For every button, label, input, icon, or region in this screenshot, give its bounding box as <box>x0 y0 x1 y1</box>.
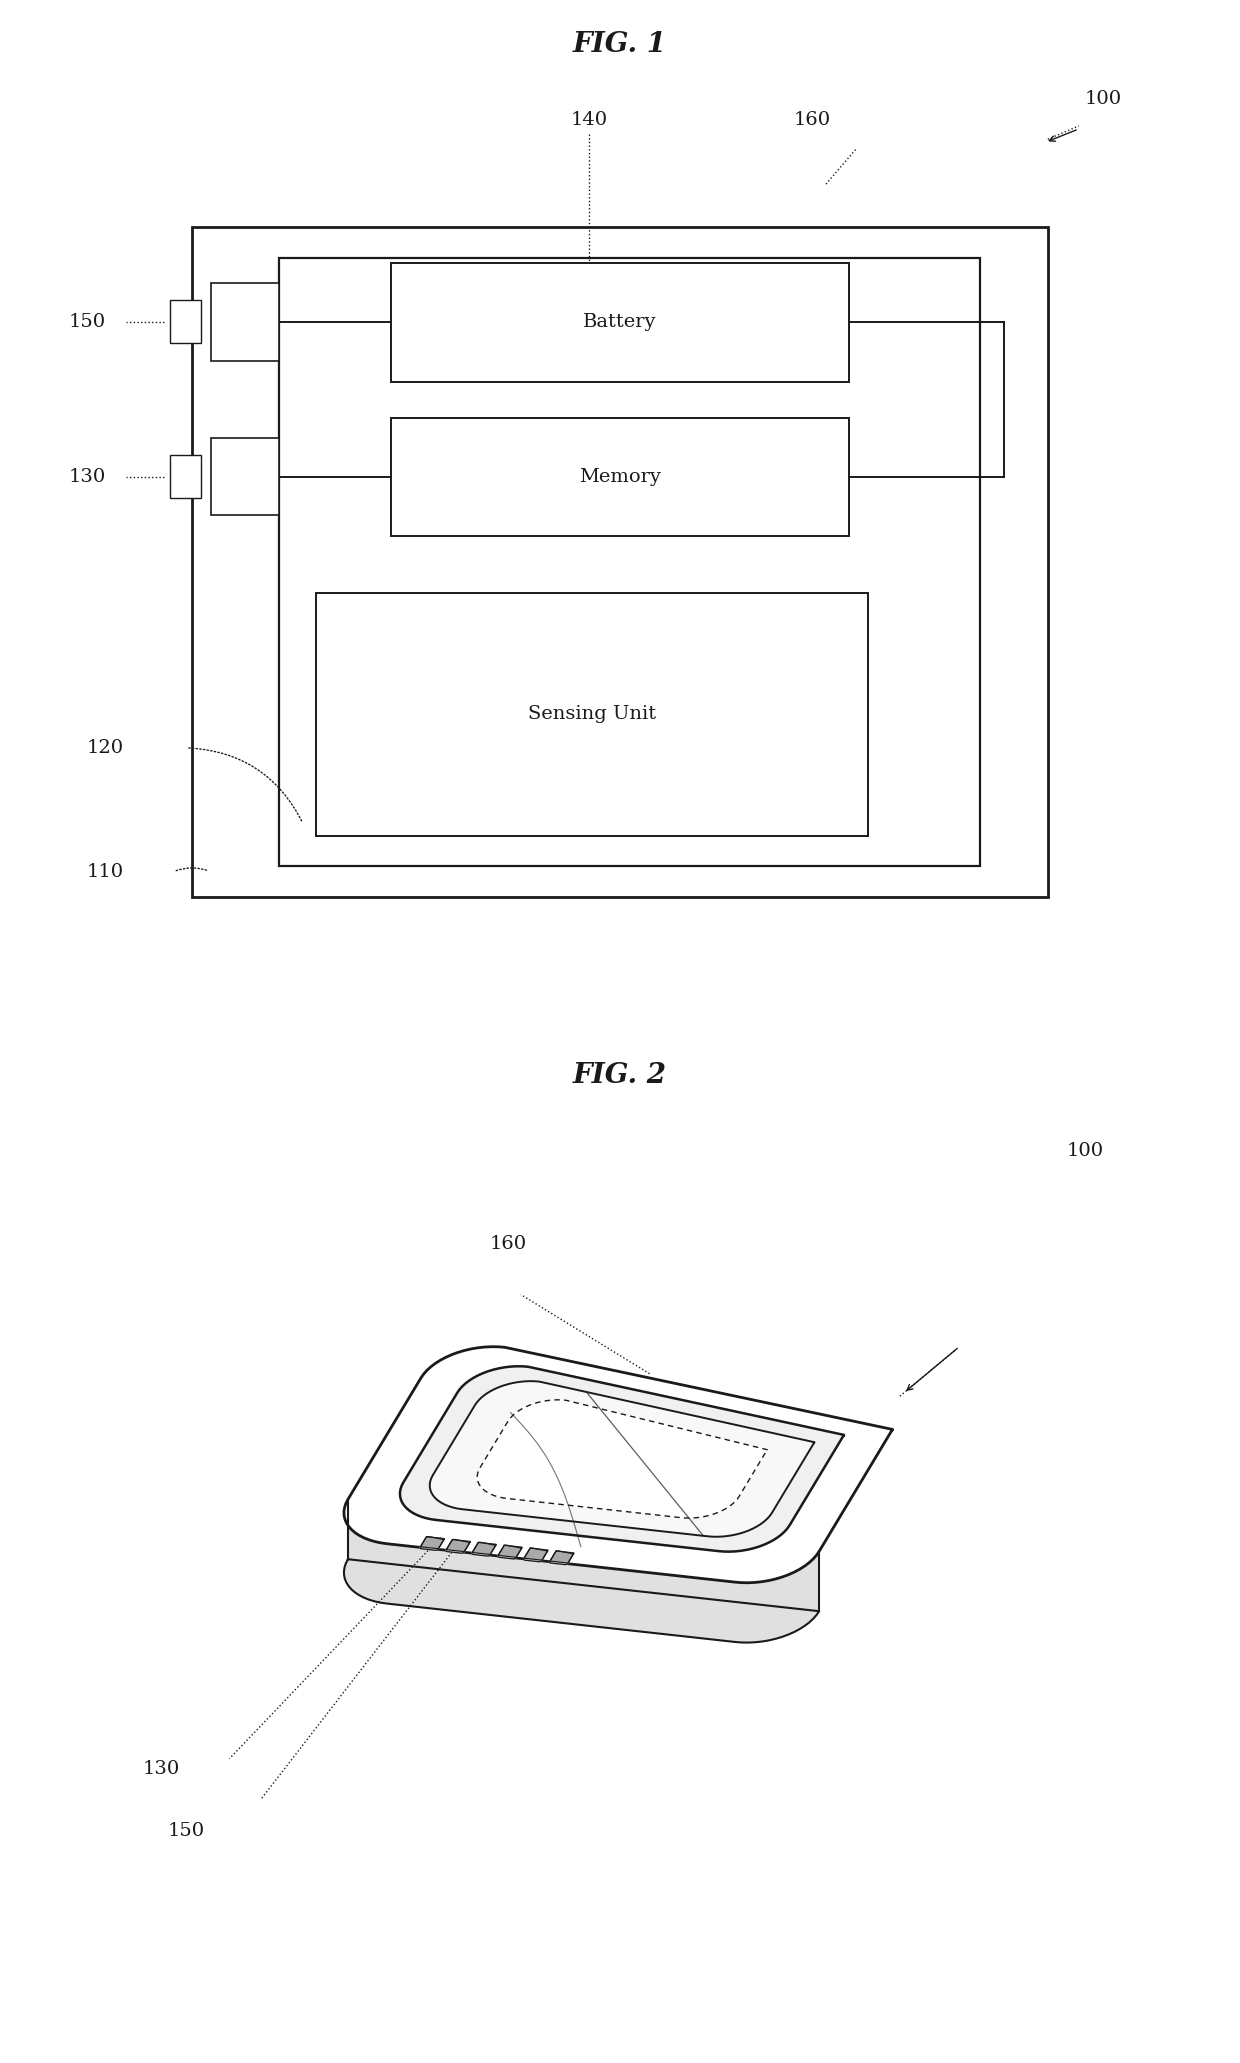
Bar <box>211 283 279 361</box>
Text: Sensing Unit: Sensing Unit <box>528 706 656 724</box>
Text: FIG. 2: FIG. 2 <box>573 1062 667 1089</box>
Polygon shape <box>401 1366 844 1551</box>
Text: 120: 120 <box>87 739 124 757</box>
Text: Battery: Battery <box>583 314 657 332</box>
Text: 100: 100 <box>1066 1143 1104 1159</box>
Text: 150: 150 <box>167 1822 205 1840</box>
Text: FIG. 1: FIG. 1 <box>573 31 667 58</box>
Polygon shape <box>497 1545 522 1560</box>
Polygon shape <box>498 1545 522 1558</box>
Bar <box>391 417 849 536</box>
Polygon shape <box>430 1380 815 1537</box>
Text: 130: 130 <box>68 468 105 485</box>
Text: 110: 110 <box>87 862 124 881</box>
Text: 160: 160 <box>794 111 831 128</box>
Bar <box>316 594 868 836</box>
Text: 160: 160 <box>490 1236 527 1252</box>
Polygon shape <box>420 1537 444 1549</box>
Polygon shape <box>343 1347 893 1582</box>
Polygon shape <box>525 1547 548 1560</box>
Polygon shape <box>420 1537 444 1549</box>
Text: 100: 100 <box>1085 91 1122 107</box>
Bar <box>170 299 201 342</box>
Polygon shape <box>343 1500 820 1642</box>
Polygon shape <box>472 1543 496 1553</box>
Bar <box>170 454 201 497</box>
Bar <box>211 437 279 516</box>
Polygon shape <box>446 1539 470 1551</box>
Text: Memory: Memory <box>579 468 661 487</box>
Text: 140: 140 <box>570 111 608 128</box>
Bar <box>192 227 1048 897</box>
Polygon shape <box>549 1551 573 1564</box>
Bar <box>279 258 980 866</box>
Polygon shape <box>477 1401 768 1518</box>
Text: 150: 150 <box>68 314 105 330</box>
Bar <box>391 262 849 382</box>
Polygon shape <box>551 1551 574 1564</box>
Polygon shape <box>446 1539 470 1553</box>
Polygon shape <box>472 1543 496 1556</box>
Polygon shape <box>523 1547 548 1562</box>
Text: 130: 130 <box>143 1760 180 1778</box>
